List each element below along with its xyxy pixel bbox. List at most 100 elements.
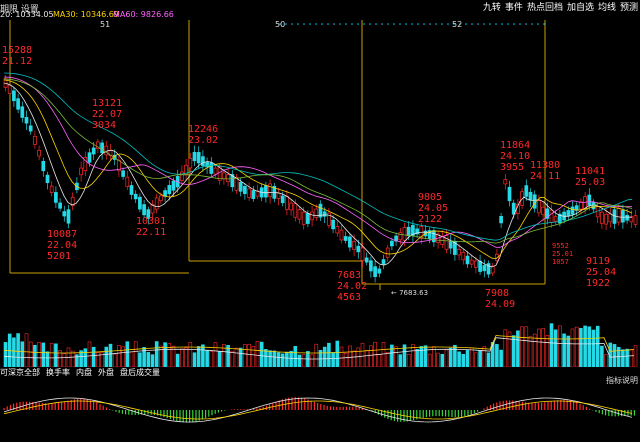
- candle: [549, 209, 554, 223]
- candle: [121, 170, 125, 177]
- tab-turnover[interactable]: 换手率: [46, 368, 70, 377]
- volume-bar: [469, 347, 474, 367]
- guide-dot: [363, 23, 365, 25]
- volume-bar: [192, 352, 197, 367]
- price-annotation: 11864 24.10 3955: [500, 140, 530, 173]
- volume-bar: [331, 352, 335, 367]
- annotation-line: 15288: [2, 45, 32, 56]
- candle: [129, 185, 134, 195]
- candle: [268, 183, 272, 198]
- candle: [587, 194, 592, 206]
- ma-long-line: [3, 72, 633, 241]
- guide-dot: [405, 23, 407, 25]
- annotation-line: 25.01: [552, 250, 573, 258]
- volume-bar: [499, 349, 503, 367]
- guide-dot: [321, 23, 323, 25]
- annotation-line: 12246: [188, 124, 218, 135]
- price-annotation: 15288 21.12: [2, 45, 32, 67]
- volume-bar: [154, 341, 159, 367]
- candle: [469, 259, 474, 265]
- guide-dot: [339, 23, 341, 25]
- forecast-button[interactable]: 预测: [619, 3, 638, 13]
- candle: [54, 192, 58, 203]
- macd-chart[interactable]: [0, 378, 640, 442]
- annotation-line: 24.09: [485, 299, 515, 310]
- candle: [499, 215, 503, 224]
- annotation-line: 22.04: [47, 240, 77, 251]
- candlestick-chart[interactable]: 51 50 52 15288 21.12 13121 22.07 3034 12246 23…: [0, 20, 640, 310]
- price-annotation: 11380 24.11: [530, 160, 560, 182]
- tab-outer[interactable]: 外盘: [98, 368, 114, 377]
- volume-bar: [503, 329, 508, 367]
- candle: [213, 167, 218, 175]
- candle: [192, 152, 197, 162]
- volume-bar: [20, 341, 25, 367]
- volume-bar: [432, 346, 436, 367]
- volume-bar: [280, 353, 285, 367]
- guide-dot: [399, 23, 401, 25]
- annotation-line: 22.07: [92, 109, 122, 120]
- ma30-readout: MA30: 10346.69: [53, 10, 119, 19]
- candle: [511, 202, 516, 215]
- volume-bar: [570, 328, 575, 367]
- volume-chart[interactable]: [0, 312, 640, 367]
- week-marker: 51: [100, 20, 110, 29]
- toolbar-buttons: 九转 事件 热点回档 加自选 均线 预测: [483, 0, 638, 13]
- volume-bar: [201, 344, 205, 367]
- candle: [629, 216, 634, 223]
- volume-bar: [70, 350, 75, 367]
- indicator-tabbar: 可深京全部 换手率 内盘 外盘 盘后成交量 指标说明: [0, 367, 640, 385]
- candle: [243, 186, 247, 195]
- add-watchlist-button[interactable]: 加自选: [566, 3, 594, 13]
- ma-button[interactable]: 均线: [597, 3, 616, 13]
- annotation-line: 1922: [586, 278, 610, 289]
- volume-bar: [444, 349, 449, 367]
- indicator-help-button[interactable]: 指标说明: [606, 376, 638, 385]
- candle: [28, 125, 33, 132]
- candle: [348, 236, 352, 248]
- candle: [600, 211, 604, 224]
- volume-bar: [440, 353, 445, 367]
- price-annotation: 13121 22.07 3034: [92, 98, 122, 131]
- volume-bar: [507, 331, 512, 367]
- candle: [327, 212, 331, 226]
- tab-afterhours-volume[interactable]: 盘后成交量: [120, 368, 160, 377]
- guide-dot: [459, 23, 461, 25]
- volume-bar: [545, 335, 550, 367]
- volume-bar: [117, 345, 121, 367]
- candle: [289, 202, 293, 211]
- volume-bar: [150, 354, 155, 367]
- candle: [142, 204, 146, 216]
- tab-market[interactable]: 可深京全部: [0, 368, 40, 377]
- candle: [570, 206, 575, 215]
- candle: [234, 176, 239, 191]
- volume-bar: [272, 350, 277, 367]
- candle: [478, 260, 482, 272]
- volume-bar: [549, 323, 554, 367]
- annotation-line: 24.10: [500, 151, 530, 162]
- events-button[interactable]: 事件: [504, 3, 523, 13]
- volume-bar: [327, 342, 331, 367]
- volume-bar: [104, 346, 109, 367]
- volume-bar: [310, 354, 314, 367]
- volume-bar: [461, 353, 466, 367]
- guide-dot: [477, 23, 479, 25]
- volume-bar: [129, 351, 134, 367]
- tab-inner[interactable]: 内盘: [76, 368, 92, 377]
- volume-bar: [385, 351, 390, 367]
- hot-pullback-button[interactable]: 热点回档: [526, 3, 563, 13]
- period-labels[interactable]: 期限 设置: [0, 2, 39, 15]
- volume-bar: [562, 333, 566, 367]
- annotation-line: 25.03: [575, 177, 605, 188]
- annotation-line: 5201: [47, 251, 71, 262]
- volume-bar: [402, 344, 407, 367]
- period-label[interactable]: 期限: [0, 5, 19, 15]
- volume-bar: [633, 345, 638, 367]
- volume-bar: [482, 346, 487, 367]
- candle: [490, 265, 495, 274]
- candle: [553, 216, 558, 222]
- jiuzhuan-button[interactable]: 九转: [482, 3, 501, 13]
- settings-label[interactable]: 设置: [20, 5, 39, 15]
- candle: [33, 135, 37, 145]
- volume-bar: [49, 342, 54, 367]
